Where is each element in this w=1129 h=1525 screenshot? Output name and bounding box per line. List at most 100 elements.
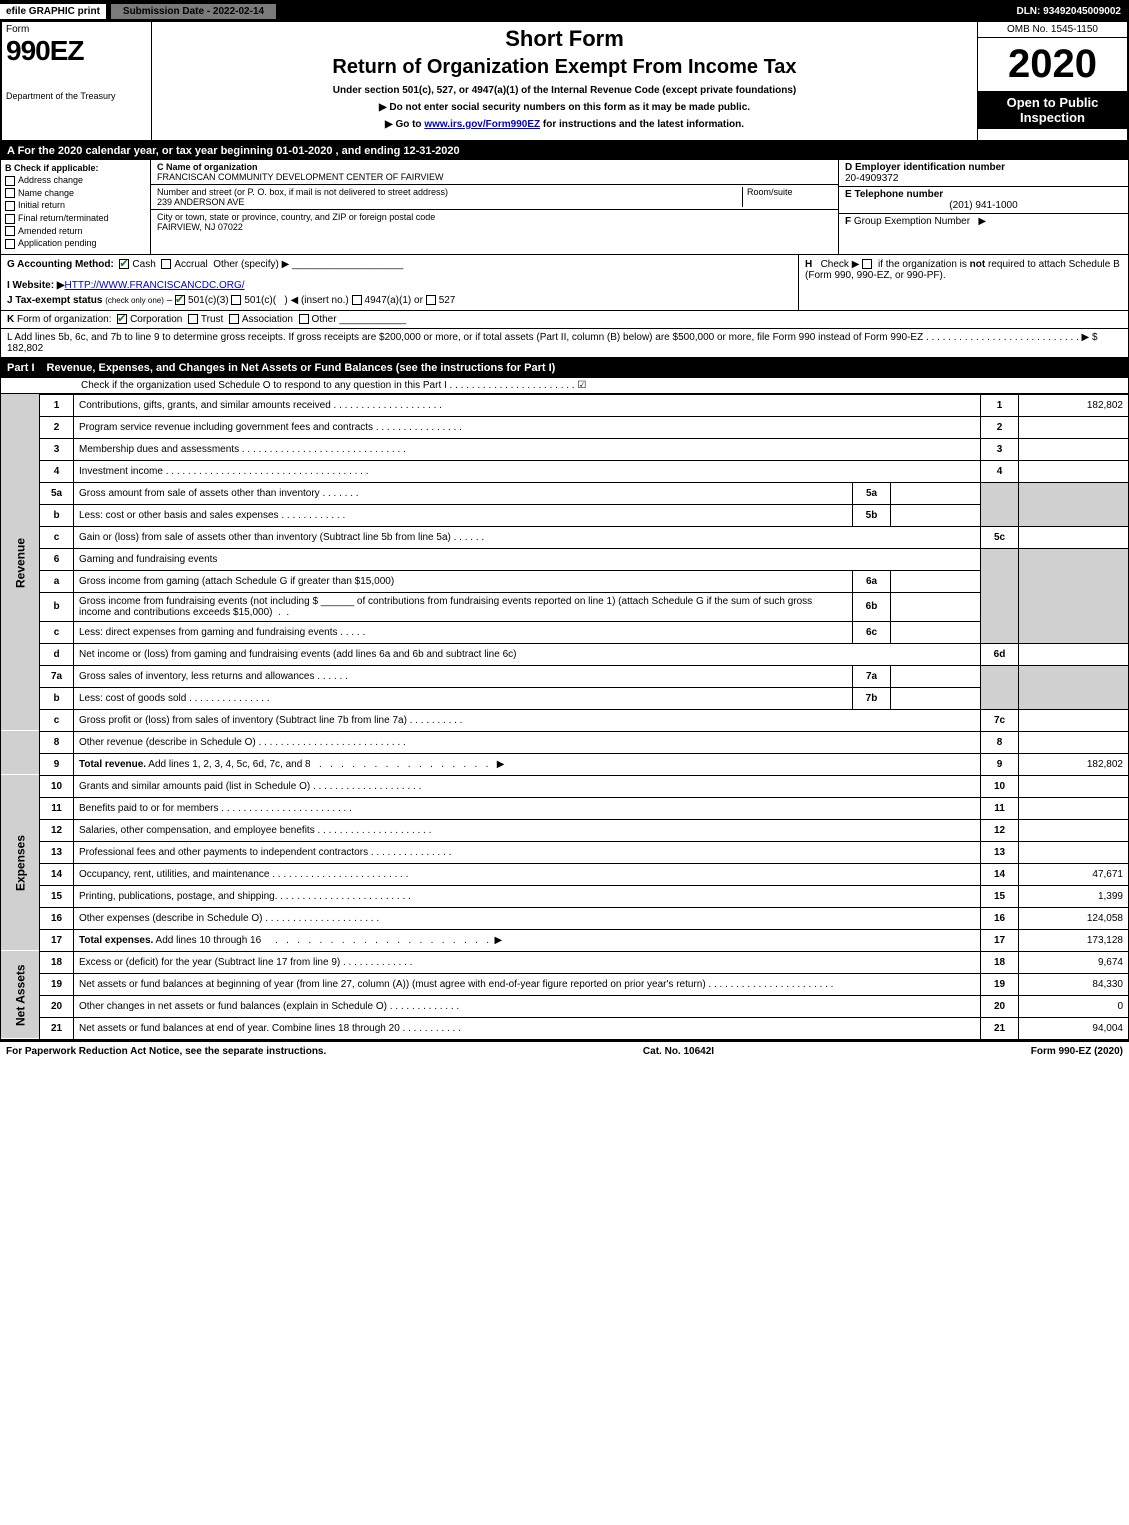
amt-6d bbox=[1019, 643, 1129, 665]
ln-12: 12 bbox=[40, 819, 74, 841]
chk-4947[interactable] bbox=[352, 295, 362, 305]
inneramt-6b bbox=[891, 592, 981, 621]
desc-19: Net assets or fund balances at beginning… bbox=[74, 973, 981, 995]
chk-schedule-b[interactable] bbox=[862, 259, 872, 269]
chk-name-change[interactable]: Name change bbox=[5, 188, 146, 199]
box-f-label: F Group Exemption Number ▶ bbox=[845, 216, 1122, 227]
dln: DLN: 93492045009002 bbox=[1008, 4, 1129, 19]
ln-21: 21 bbox=[40, 1017, 74, 1039]
ln-13: 13 bbox=[40, 841, 74, 863]
outln-18: 18 bbox=[981, 951, 1019, 973]
info-grid: B Check if applicable: Address change Na… bbox=[0, 160, 1129, 255]
amt-16: 124,058 bbox=[1019, 907, 1129, 929]
chk-527[interactable] bbox=[426, 295, 436, 305]
box-h: H Check ▶ if the organization is not req… bbox=[798, 255, 1128, 310]
chk-cash[interactable] bbox=[119, 259, 129, 269]
part-1-header: Part I Revenue, Expenses, and Changes in… bbox=[0, 358, 1129, 378]
inneramt-5a bbox=[891, 482, 981, 504]
box-def: D Employer identification number 20-4909… bbox=[838, 160, 1128, 254]
box-g-label: G Accounting Method: bbox=[7, 259, 114, 270]
desc-4: Investment income . . . . . . . . . . . … bbox=[74, 460, 981, 482]
shade-6 bbox=[981, 548, 1019, 643]
chk-accrual[interactable] bbox=[161, 259, 171, 269]
desc-6b: Gross income from fundraising events (no… bbox=[74, 592, 853, 621]
ln-7c: c bbox=[40, 709, 74, 731]
footer-left: For Paperwork Reduction Act Notice, see … bbox=[6, 1046, 326, 1057]
ln-19: 19 bbox=[40, 973, 74, 995]
efile-label[interactable]: efile GRAPHIC print bbox=[0, 4, 106, 19]
desc-16: Other expenses (describe in Schedule O) … bbox=[74, 907, 981, 929]
desc-15: Printing, publications, postage, and shi… bbox=[74, 885, 981, 907]
goto-link: ▶ Go to www.irs.gov/Form990EZ for instru… bbox=[156, 119, 973, 130]
desc-7a: Gross sales of inventory, less returns a… bbox=[74, 665, 853, 687]
ln-4: 4 bbox=[40, 460, 74, 482]
form-number: 990EZ bbox=[6, 35, 147, 67]
ln-7a: 7a bbox=[40, 665, 74, 687]
inneramt-5b bbox=[891, 504, 981, 526]
footer-catno: Cat. No. 10642I bbox=[326, 1046, 1030, 1057]
revenue-side-cont bbox=[1, 731, 40, 775]
desc-5a: Gross amount from sale of assets other t… bbox=[74, 482, 853, 504]
chk-amended-return[interactable]: Amended return bbox=[5, 226, 146, 237]
chk-trust[interactable] bbox=[188, 314, 198, 324]
irs-link[interactable]: www.irs.gov/Form990EZ bbox=[424, 119, 540, 130]
revenue-side-label: Revenue bbox=[1, 394, 40, 731]
outln-16: 16 bbox=[981, 907, 1019, 929]
shade-5 bbox=[981, 482, 1019, 526]
chk-address-change[interactable]: Address change bbox=[5, 175, 146, 186]
desc-1: Contributions, gifts, grants, and simila… bbox=[74, 394, 981, 416]
part-1-sub: Check if the organization used Schedule … bbox=[0, 378, 1129, 394]
desc-21: Net assets or fund balances at end of ye… bbox=[74, 1017, 981, 1039]
header-right: OMB No. 1545-1150 2020 Open to Public In… bbox=[977, 22, 1127, 140]
chk-501c3[interactable] bbox=[175, 295, 185, 305]
chk-association[interactable] bbox=[229, 314, 239, 324]
shade-7 bbox=[981, 665, 1019, 709]
desc-6a: Gross income from gaming (attach Schedul… bbox=[74, 570, 853, 592]
org-name: FRANCISCAN COMMUNITY DEVELOPMENT CENTER … bbox=[157, 172, 832, 182]
box-k: K Form of organization: Corporation Trus… bbox=[0, 311, 1129, 329]
desc-7b: Less: cost of goods sold . . . . . . . .… bbox=[74, 687, 853, 709]
ln-6c: c bbox=[40, 621, 74, 643]
chk-corporation[interactable] bbox=[117, 314, 127, 324]
short-form-title: Short Form bbox=[156, 26, 973, 52]
amt-9: 182,802 bbox=[1019, 753, 1129, 775]
chk-other-org[interactable] bbox=[299, 314, 309, 324]
box-e-label: E Telephone number bbox=[845, 189, 1122, 200]
box-b: B Check if applicable: Address change Na… bbox=[1, 160, 151, 254]
ln-1: 1 bbox=[40, 394, 74, 416]
website-link[interactable]: HTTP://WWW.FRANCISCANCDC.ORG/ bbox=[65, 280, 245, 291]
amt-8 bbox=[1019, 731, 1129, 753]
outln-4: 4 bbox=[981, 460, 1019, 482]
chk-application-pending[interactable]: Application pending bbox=[5, 238, 146, 249]
desc-12: Salaries, other compensation, and employ… bbox=[74, 819, 981, 841]
ln-15: 15 bbox=[40, 885, 74, 907]
chk-initial-return[interactable]: Initial return bbox=[5, 200, 146, 211]
expenses-side-label: Expenses bbox=[1, 775, 40, 951]
form-label: Form bbox=[6, 24, 147, 35]
netassets-side-label: Net Assets bbox=[1, 951, 40, 1039]
chk-501c[interactable] bbox=[231, 295, 241, 305]
ln-18: 18 bbox=[40, 951, 74, 973]
amt-7c bbox=[1019, 709, 1129, 731]
ln-9: 9 bbox=[40, 753, 74, 775]
outln-7c: 7c bbox=[981, 709, 1019, 731]
innerln-6c: 6c bbox=[853, 621, 891, 643]
desc-5c: Gain or (loss) from sale of assets other… bbox=[74, 526, 981, 548]
amt-17: 173,128 bbox=[1019, 929, 1129, 951]
ln-14: 14 bbox=[40, 863, 74, 885]
desc-7c: Gross profit or (loss) from sales of inv… bbox=[74, 709, 981, 731]
desc-20: Other changes in net assets or fund bala… bbox=[74, 995, 981, 1017]
header-mid: Short Form Return of Organization Exempt… bbox=[152, 22, 977, 140]
innerln-6b: 6b bbox=[853, 592, 891, 621]
outln-10: 10 bbox=[981, 775, 1019, 797]
shade-7-amt bbox=[1019, 665, 1129, 709]
room-label: Room/suite bbox=[747, 187, 832, 197]
box-d-label: D Employer identification number bbox=[845, 162, 1122, 173]
amt-19: 84,330 bbox=[1019, 973, 1129, 995]
innerln-7b: 7b bbox=[853, 687, 891, 709]
desc-8: Other revenue (describe in Schedule O) .… bbox=[74, 731, 981, 753]
innerln-5a: 5a bbox=[853, 482, 891, 504]
chk-final-return[interactable]: Final return/terminated bbox=[5, 213, 146, 224]
desc-2: Program service revenue including govern… bbox=[74, 416, 981, 438]
ln-16: 16 bbox=[40, 907, 74, 929]
